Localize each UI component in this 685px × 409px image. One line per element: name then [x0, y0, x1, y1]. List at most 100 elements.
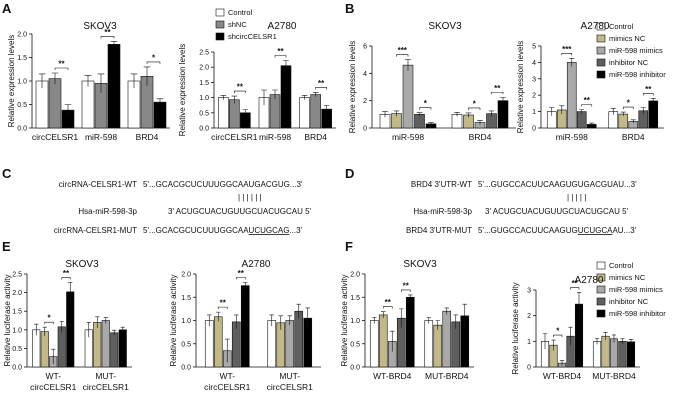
seq-c-mut-sequence: 5'...GCACGCUCUUUGGCAAUCUGCAG...3' [143, 226, 303, 235]
chart-a-a2780: A2780 Relative expression levels 0.0 0.5 1.0… [178, 21, 336, 142]
chart-f1-sig-bracket-1 [400, 289, 411, 292]
chart-e1-bar-0-1 [40, 331, 49, 368]
chart-b2-bar-1-1 [618, 113, 629, 129]
legend-a-swatch-shnc [215, 20, 225, 29]
chart-a1-ytick-label-1: 0.5 [17, 102, 27, 109]
chart-e2-errorbar-1-0 [269, 314, 274, 327]
chart-b2-sig-label-2: * [627, 99, 631, 108]
chart-b-skov3: SKOV3 Relative expression levels 0 2 4 6 miR-5… [348, 21, 516, 142]
chart-b2-errorbar-1-2 [630, 119, 636, 124]
chart-a2-ytick-label-4: 2.0 [199, 65, 209, 72]
chart-b2-title: A2780 [581, 21, 610, 32]
chart-a1-ytick-label-4: 2.0 [17, 32, 27, 39]
chart-a2-errorbar-2-2 [323, 105, 330, 113]
chart-a2-sig-label-1: ** [277, 47, 284, 56]
seq-d-mut-site: UCUGCA [578, 226, 613, 235]
chart-f2-bar-1-2 [609, 338, 619, 368]
chart-f1-ytick-label-3: 1.5 [350, 295, 360, 302]
chart-b1-errorbar-0-3 [416, 112, 423, 116]
chart-e1-ytick-label-0: 0.0 [12, 365, 22, 372]
legend-a: Control shNC shcircCELSR1 [215, 8, 277, 41]
chart-e2-errorbar-0-2 [225, 338, 230, 363]
chart-a1-bar-0-1 [48, 78, 62, 129]
chart-e1-bar-0-4 [66, 291, 75, 368]
chart-b1-bar-1-0 [451, 114, 463, 129]
chart-a1-errorbar-1-2 [110, 41, 118, 48]
chart-f2-sig-bracket-0 [553, 334, 563, 338]
legend-b-swatch-inhibitor-nc [596, 58, 606, 67]
seq-d-pairing-lines: | | | | | [567, 193, 586, 202]
chart-a1-errorbar-2-2 [156, 98, 164, 106]
chart-f2-ytick-label-0: 0 [527, 365, 531, 372]
chart-e2-bar-1-2 [285, 320, 295, 368]
seq-c-wt-sequence: 5'...GCACGCUCUUUGGCAAUGACGUG...3' [143, 180, 303, 189]
chart-a2-sig-label-2: ** [318, 79, 325, 88]
chart-b2-sig-bracket-2 [622, 106, 634, 110]
chart-a2-bar-2-0 [299, 97, 310, 129]
seq-d-mirna-sequence: 3' ACUGCUACUGUUGCUACUGCAU 5' [485, 207, 629, 216]
chart-a1-xlabel-2: BRD4 [136, 132, 159, 142]
chart-f2-errorbar-1-4 [628, 338, 634, 345]
chart-b2-errorbar-1-4 [650, 98, 656, 104]
chart-b2-errorbar-0-2 [569, 58, 575, 67]
chart-a1-errorbar-2-1 [143, 66, 151, 86]
chart-a1-sig-bracket-2 [146, 61, 161, 64]
chart-f1-ytick-label-4: 2.0 [350, 272, 360, 279]
chart-f1-xlabel-1: MUT-BRD4 [425, 371, 469, 381]
chart-f2-ytick-label-1: 1 [527, 339, 531, 346]
chart-a2-ylabel: Relative expression levels [178, 44, 187, 137]
chart-e1-errorbar-0-0 [34, 323, 39, 336]
chart-a2-errorbar-1-1 [272, 89, 278, 100]
chart-a1-errorbar-2-0 [130, 73, 138, 89]
chart-a2-sig-bracket-2 [315, 87, 327, 90]
chart-e2-errorbar-1-4 [305, 307, 310, 329]
chart-e1-sig-label-1: ** [63, 269, 70, 278]
chart-a2-errorbar-0-1 [231, 95, 238, 104]
chart-b1-errorbar-0-0 [382, 111, 388, 118]
legend-f-label-mimics: miR-598 mimics [609, 285, 663, 294]
chart-b2-sig-label-0: *** [562, 45, 572, 54]
chart-a1-errorbar-0-2 [64, 104, 72, 116]
chart-e1-bar-1-3 [110, 332, 119, 368]
chart-b1-title: SKOV3 [428, 21, 462, 32]
legend-a-label-control: Control [228, 8, 253, 17]
legend-b-swatch-control [596, 22, 606, 31]
chart-f2-bar-1-4 [626, 341, 636, 368]
legend-b-label-inhibitor-nc: inhibitor NC [609, 58, 649, 67]
chart-a1-bar-1-2 [107, 44, 121, 129]
chart-b1-bar-1-4 [497, 100, 509, 129]
legend-b-label-inhibitor: miR-598 inhibitor [609, 70, 666, 79]
chart-a1-errorbar-0-1 [51, 72, 59, 85]
chart-b2-ytick-label-0: 0 [532, 126, 536, 133]
seq-d-mirna-label: Hsa-miR-598-3p [413, 207, 472, 216]
chart-b2-ytick-label-3: 3 [532, 76, 536, 83]
chart-f2-bar-1-0 [592, 341, 602, 368]
chart-a2-errorbar-2-1 [312, 92, 319, 97]
chart-e1-errorbar-1-4 [120, 326, 125, 333]
chart-a2-errorbar-1-0 [261, 89, 267, 106]
chart-e2-sig-bracket-1 [235, 277, 246, 280]
chart-b-a2780: A2780 Relative expression levels 0 1 2 3 4 5 miR… [516, 21, 664, 142]
chart-b1-errorbar-1-3 [488, 110, 495, 117]
seq-d-wt-label: BRD4 3'UTR-WT [411, 180, 472, 189]
legend-b-swatch-mimics-nc [596, 34, 606, 43]
seq-c-mut-label: circRNA-CELSR1-MUT [54, 226, 137, 235]
chart-e2-xlabel-0-line2: circCELSR1 [204, 382, 251, 392]
chart-e1-errorbar-1-3 [112, 329, 117, 336]
chart-b2-sig-bracket-0 [561, 53, 573, 56]
chart-e1-xlabel-0-line2: circCELSR1 [30, 382, 77, 392]
chart-f2-title: A2780 [575, 275, 604, 286]
panel-letter-b: B [345, 1, 354, 16]
chart-a2-bar-1-2 [280, 65, 292, 129]
seq-d-mut-pre: 5'...GUGCCACUUCAAGUG [478, 226, 578, 235]
chart-f2-errorbar-0-3 [568, 326, 573, 346]
chart-b2-bar-0-2 [566, 62, 577, 129]
chart-f2-xlabel-1: MUT-BRD4 [592, 371, 636, 381]
legend-a-label-shnc: shNC [228, 20, 247, 29]
chart-a1-errorbar-1-1 [97, 73, 105, 93]
chart-b2-errorbar-1-0 [610, 108, 616, 115]
chart-a2-xlabel-2: BRD4 [304, 132, 327, 142]
chart-a2-sig-bracket-0 [234, 90, 246, 94]
chart-b1-errorbar-0-2 [405, 59, 411, 71]
